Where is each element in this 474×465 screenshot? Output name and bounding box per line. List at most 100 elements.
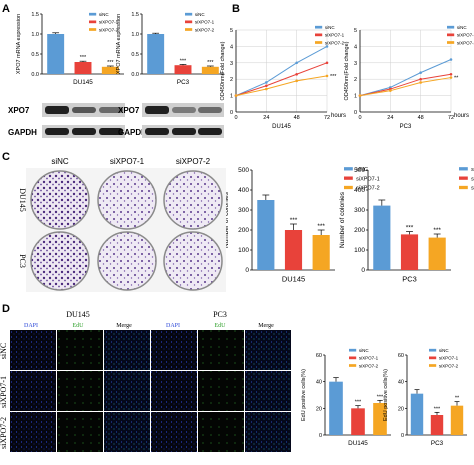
micrograph-tile: [57, 412, 103, 452]
micrograph-tile: [10, 412, 56, 452]
significance-stars: ***: [317, 223, 325, 230]
y-tick-label: 60: [398, 353, 404, 359]
x-tick-label: 48: [418, 115, 424, 121]
y-axis-label: XPO7 mRNA expression: [116, 14, 122, 74]
bar-chart-edu-du145: 0 20 40 60 *** *** DU145 EdU positive cells(%) s…: [301, 348, 391, 447]
bar: [428, 237, 446, 270]
y-axis-label: EdU positive cells(%): [383, 369, 389, 421]
panel-letter-d: D: [2, 303, 10, 315]
significance-stars: ***: [80, 55, 87, 61]
blot-band: [45, 128, 69, 135]
series-line: [359, 77, 452, 97]
legend-label: siNC: [471, 167, 474, 173]
legend-swatch: [459, 185, 468, 190]
bar: [284, 230, 303, 270]
blot-band: [145, 106, 169, 114]
blot-band: [45, 106, 69, 114]
colony-plate: [97, 231, 157, 291]
legend-label: siXPO7-2: [471, 186, 474, 192]
y-tick-label: 500: [354, 167, 365, 174]
x-tick-label: 0: [234, 115, 237, 121]
micrograph-col-dapi: DAPI: [166, 323, 180, 329]
micrograph-tile: [151, 371, 197, 411]
legend-swatch: [344, 167, 353, 171]
legend-swatch: [315, 41, 323, 44]
blot-label-gapdh: GAPDH: [118, 128, 147, 137]
x-axis-label: PC3: [431, 440, 444, 447]
colony-row-label-du145: DU145: [18, 188, 27, 212]
colony-column-label-sixpo7-1: siXPO7-1: [110, 157, 145, 166]
y-tick-label: 1.0: [31, 32, 39, 38]
legend-swatch: [89, 28, 97, 31]
legend-label: siNC: [325, 25, 335, 30]
micrograph-tile: [198, 412, 244, 452]
western-blot-pc3: XPO7 GAPDH: [118, 103, 224, 138]
line-chart-x-unit: hours: [454, 113, 469, 119]
legend-label: siNC: [359, 348, 369, 353]
panel-letter-a: A: [2, 3, 10, 15]
y-tick-label: 20: [316, 406, 322, 412]
legend-swatch: [429, 364, 437, 367]
legend-swatch: [185, 28, 193, 31]
colony-plate: [97, 170, 157, 230]
x-axis-label: PC3: [402, 275, 417, 284]
bar: [410, 393, 424, 435]
x-tick-label: 0: [358, 115, 361, 121]
y-tick-label: 500: [238, 167, 249, 174]
legend-swatch: [349, 348, 357, 352]
micrograph-row-sinc: siNC: [0, 343, 8, 359]
legend-swatch: [459, 176, 468, 180]
micrograph-col-merge: Merge: [116, 323, 132, 329]
panel-letter-b: B: [232, 3, 240, 15]
y-tick-label: 4: [230, 44, 233, 50]
micrograph-tile: [10, 371, 56, 411]
y-tick-label: 5: [230, 28, 233, 34]
significance-stars: **: [455, 396, 460, 402]
x-axis-label: PC3: [177, 79, 190, 86]
blot-band: [99, 128, 123, 135]
legend-swatch: [447, 41, 455, 44]
y-tick-label: 200: [238, 227, 249, 234]
micrograph-tile: [245, 412, 291, 452]
x-axis-label: DU145: [73, 79, 93, 86]
colony-plates: siNC siXPO7-1 siXPO7-2 DU145 PC3: [18, 157, 226, 292]
bar-chart-colonies-du145: 0 100 200 300 400 500 *** *** DU145 Number of col…: [223, 167, 380, 284]
blot-band: [72, 128, 96, 135]
y-tick-label: 1: [354, 94, 357, 100]
micrograph-tile: [198, 330, 244, 370]
data-point: [325, 45, 329, 48]
bar: [400, 234, 419, 270]
blot-label-xpo7: XPO7: [118, 106, 140, 115]
bar: [101, 66, 119, 74]
y-tick-label: 3: [230, 61, 233, 67]
legend-swatch: [429, 356, 437, 360]
legend-label: siXPO7-1: [457, 33, 474, 38]
micrograph-tile: [245, 371, 291, 411]
colony-column-label-sinc: siNC: [51, 157, 69, 166]
panel-letter-c: C: [2, 151, 10, 163]
data-point: [295, 61, 298, 65]
data-point: [295, 72, 298, 76]
x-tick-label: 72: [448, 115, 454, 121]
micrograph-tile: [245, 330, 291, 370]
y-tick-label: 0.5: [31, 52, 39, 58]
y-tick-label: 1: [230, 94, 233, 100]
data-point: [419, 81, 422, 84]
bar-chart-xpo7-mrna-pc3: 0.0 0.5 1.0 1.5 *** *** PC3 XPO7 mRNA expressio…: [116, 12, 224, 86]
legend-label: siXPO7-2: [99, 27, 119, 32]
data-point: [265, 87, 268, 91]
micrograph-tile: [151, 412, 197, 452]
legend-label: siXPO7-1: [359, 356, 379, 361]
y-tick-label: 20: [398, 406, 404, 412]
legend-label: siXPO7-1: [471, 176, 474, 182]
legend-label: siNC: [439, 348, 449, 353]
legend-label: siNC: [457, 25, 467, 30]
colony-column-label-sixpo7-2: siXPO7-2: [176, 157, 211, 166]
significance-stars: **: [454, 76, 459, 82]
significance-stars: ***: [107, 60, 114, 66]
significance-stars: ***: [330, 74, 337, 80]
blot-label-xpo7: XPO7: [8, 106, 30, 115]
micrograph-tile: [198, 371, 244, 411]
colony-plate: [30, 231, 90, 291]
